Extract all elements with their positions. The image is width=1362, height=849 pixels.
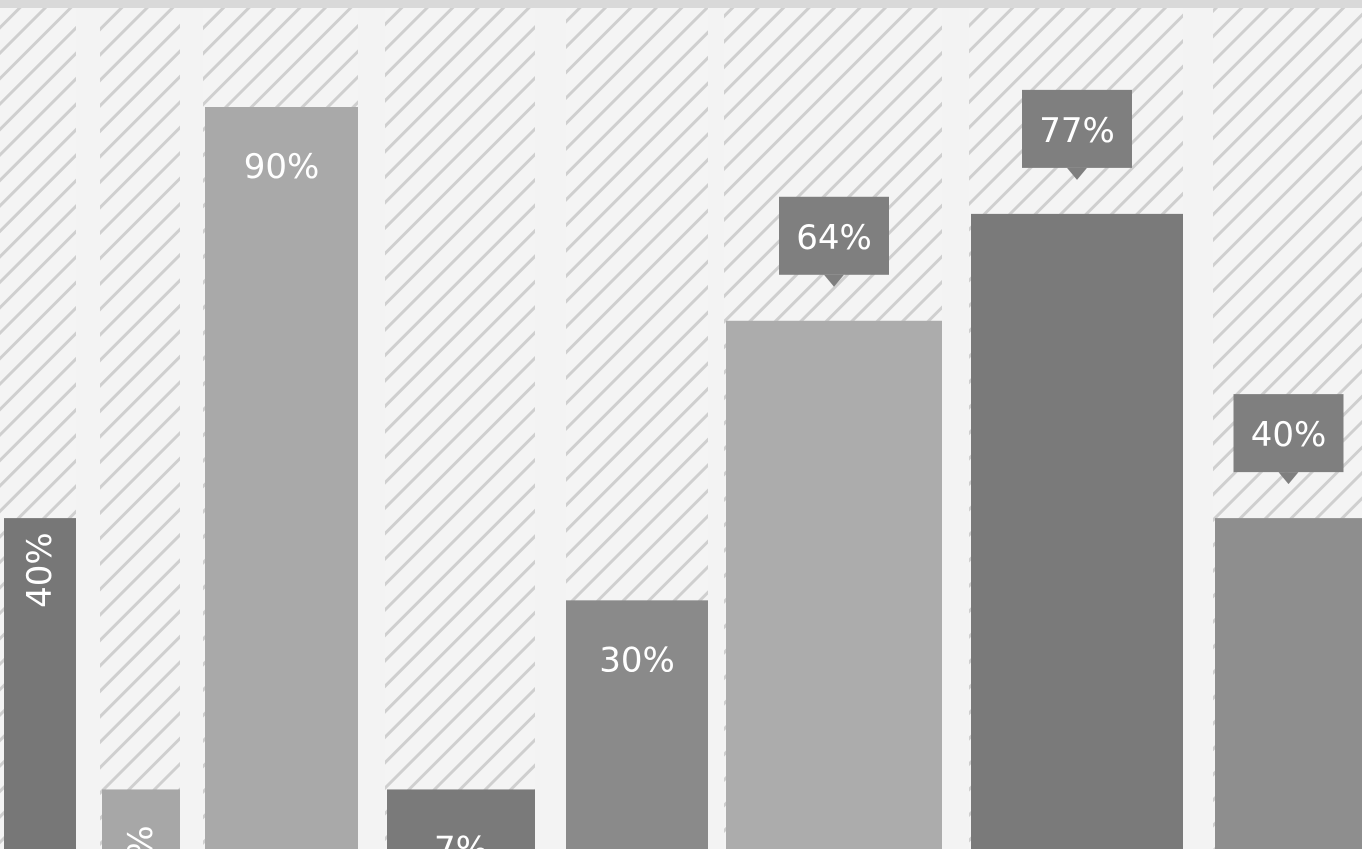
data-label: % <box>121 825 161 849</box>
bar <box>102 789 180 849</box>
callout-pointer <box>824 274 844 287</box>
callout-box <box>1233 394 1344 473</box>
callout-box <box>1022 89 1132 168</box>
bar <box>387 789 535 849</box>
data-label: 40% <box>20 532 60 608</box>
bar <box>1215 518 1362 849</box>
data-label: 30% <box>599 640 675 680</box>
bar <box>566 600 708 849</box>
bar <box>971 213 1183 849</box>
callout-pointer <box>1278 472 1299 485</box>
bar <box>205 107 358 849</box>
bar-track <box>100 8 180 849</box>
bar-track <box>385 8 535 849</box>
data-label: 90% <box>244 147 320 187</box>
bar <box>4 518 76 849</box>
data-label: 77% <box>1039 111 1115 151</box>
data-label: 7% <box>434 829 488 849</box>
top-strip <box>0 0 1362 8</box>
callout-pointer <box>1067 167 1087 180</box>
callout-box <box>779 196 889 275</box>
bar <box>726 320 942 849</box>
data-label: 40% <box>1251 415 1327 455</box>
data-label: 64% <box>796 218 872 258</box>
